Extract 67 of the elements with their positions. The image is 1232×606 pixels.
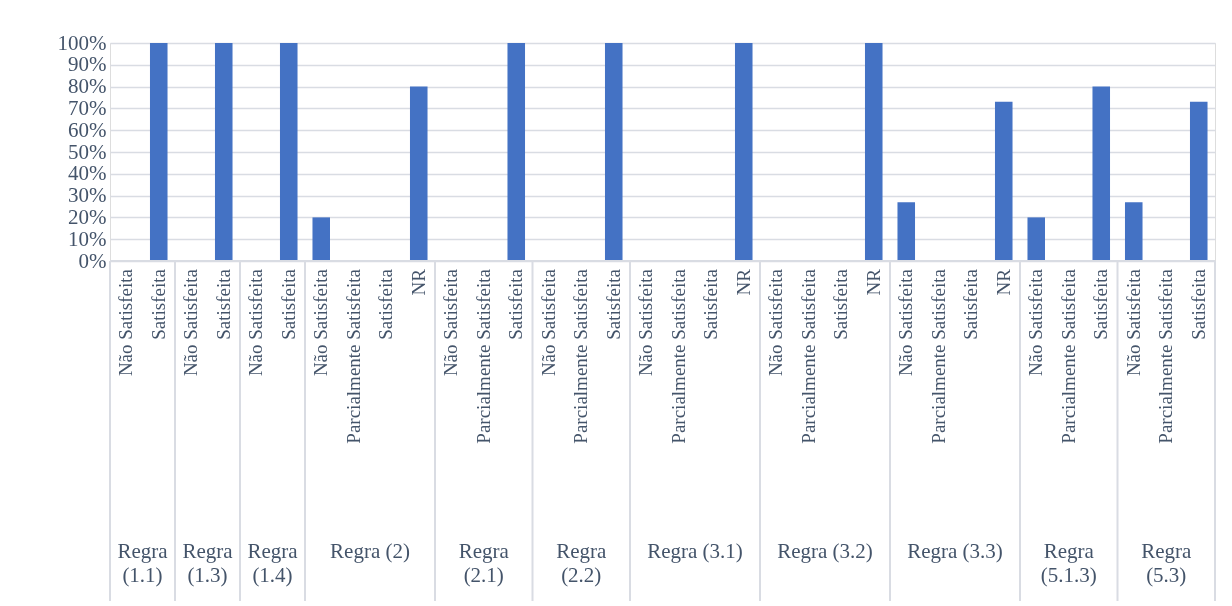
y-tick-label: 60%	[68, 117, 107, 142]
x-tick-label: NR	[732, 268, 754, 296]
y-tick-label: 100%	[57, 30, 107, 55]
y-tick-label: 50%	[68, 139, 107, 164]
bar	[1124, 202, 1143, 261]
x-tick-label: Não Satisfeita	[537, 268, 559, 377]
x-tick-label: Não Satisfeita	[115, 268, 137, 377]
bar	[734, 43, 753, 261]
x-tick-label: NR	[407, 268, 429, 296]
x-tick-label: NR	[862, 268, 884, 296]
y-tick-label: 90%	[68, 52, 107, 77]
x-tick-label: Satisfeita	[212, 268, 234, 340]
bar	[1189, 101, 1208, 261]
text: Regra (2)	[330, 539, 410, 563]
bar	[604, 43, 623, 261]
text: Regra (3.1)	[647, 539, 743, 563]
bar	[409, 86, 428, 261]
bar	[1092, 86, 1111, 261]
x-tick-label: Não Satisfeita	[1025, 268, 1047, 377]
bar	[507, 43, 526, 261]
bar	[214, 43, 233, 261]
x-tick-label: Satisfeita	[277, 268, 299, 340]
x-tick-label: Satisfeita	[1090, 268, 1112, 340]
x-tick-label: Satisfeita	[700, 268, 722, 340]
y-tick-label: 40%	[68, 161, 107, 186]
x-tick-label: Parcialmente Satisfeita	[342, 268, 364, 444]
text: Regra (1.3)	[182, 539, 234, 587]
y-tick-label: 0%	[78, 248, 107, 273]
x-tick-label: Não Satisfeita	[180, 268, 202, 377]
x-tick-label: Satisfeita	[147, 268, 169, 340]
bar	[1027, 217, 1046, 261]
bar	[897, 202, 916, 261]
x-tick-label: Parcialmente Satisfeita	[927, 268, 949, 444]
x-tick-label: Não Satisfeita	[635, 268, 657, 377]
text: Regra (3.3)	[907, 539, 1003, 563]
text: Regra (1.1)	[117, 539, 169, 587]
text: Regra (2.2)	[556, 539, 607, 587]
bar	[149, 43, 168, 261]
x-tick-label: Satisfeita	[602, 268, 624, 340]
bar	[312, 217, 331, 261]
x-tick-label: Parcialmente Satisfeita	[667, 268, 689, 444]
bar	[279, 43, 298, 261]
x-tick-label: NR	[992, 268, 1014, 296]
x-tick-label: Satisfeita	[830, 268, 852, 340]
x-tick-label: Parcialmente Satisfeita	[797, 268, 819, 444]
x-tick-label: Não Satisfeita	[245, 268, 267, 377]
text: Regra (5.3)	[1141, 539, 1192, 587]
text: Regra (3.2)	[777, 539, 873, 563]
text: Regra (1.4)	[247, 539, 299, 587]
x-tick-label: Parcialmente Satisfeita	[472, 268, 494, 444]
bar	[994, 101, 1013, 261]
x-tick-label: Não Satisfeita	[765, 268, 787, 377]
x-tick-label: Satisfeita	[375, 268, 397, 340]
text: Regra (2.1)	[458, 539, 510, 587]
x-tick-label: Não Satisfeita	[310, 268, 332, 377]
x-tick-label: Satisfeita	[505, 268, 527, 340]
bar	[864, 43, 883, 261]
x-tick-label: Parcialmente Satisfeita	[570, 268, 592, 444]
x-tick-label: Satisfeita	[960, 268, 982, 340]
x-tick-label: Não Satisfeita	[440, 268, 462, 377]
x-tick-label: Não Satisfeita	[1122, 268, 1144, 377]
x-tick-label: Parcialmente Satisfeita	[1057, 268, 1079, 444]
text: Regra (5.1.3)	[1040, 539, 1097, 587]
x-tick-label: Parcialmente Satisfeita	[1155, 268, 1177, 444]
x-tick-label: Não Satisfeita	[895, 268, 917, 377]
y-tick-label: 10%	[68, 226, 107, 251]
x-tick-label: Satisfeita	[1187, 268, 1209, 340]
